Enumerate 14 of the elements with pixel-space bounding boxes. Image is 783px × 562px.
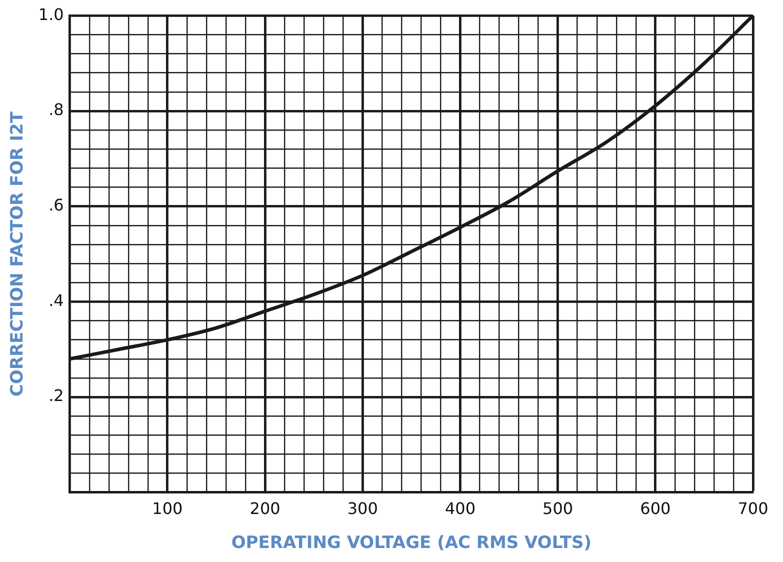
- x-axis-title: OPERATING VOLTAGE (AC RMS VOLTS): [231, 533, 592, 554]
- x-tick-label: 600: [640, 499, 671, 518]
- y-tick-label: 1.0: [38, 4, 64, 24]
- x-tick-label: 100: [152, 499, 183, 518]
- x-tick-label: 700: [738, 499, 768, 518]
- x-tick-label: 200: [250, 499, 280, 518]
- y-tick-label: .6: [48, 195, 64, 214]
- y-tick-label: .8: [48, 100, 64, 120]
- y-tick-label: .4: [48, 290, 64, 310]
- x-tick-label: 300: [347, 499, 378, 518]
- x-tick-label: 500: [542, 499, 574, 518]
- y-tick-label: .2: [48, 386, 64, 406]
- x-tick-label: 400: [444, 499, 476, 518]
- y-axis-title: CORRECTION FACTOR FOR I2T: [8, 111, 28, 396]
